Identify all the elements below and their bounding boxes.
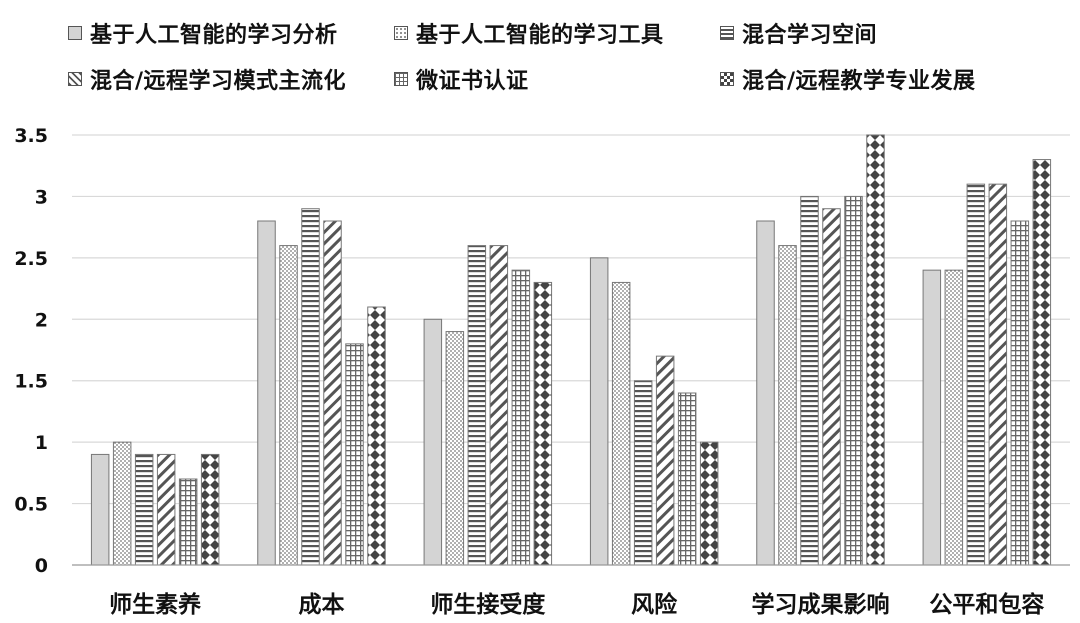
- x-tick-label: 师生接受度: [430, 591, 546, 618]
- bar: [156, 453, 176, 566]
- bar: [1032, 159, 1052, 566]
- bar: [966, 183, 986, 566]
- legend-swatch-icon: [68, 26, 82, 40]
- y-tick-label: 1.5: [14, 371, 48, 393]
- legend-item: 混合/远程教学专业发展: [720, 63, 1020, 95]
- bar: [511, 269, 531, 566]
- legend-swatch-icon: [720, 72, 734, 86]
- bar: [778, 245, 797, 566]
- y-tick-label: 1: [35, 432, 48, 454]
- legend-row-2: 混合/远程学习模式主流化 微证书认证 混合/远程教学专业发展: [68, 56, 1068, 102]
- x-tick-label: 成本: [299, 592, 345, 618]
- bar: [257, 220, 276, 566]
- bar: [112, 441, 132, 566]
- y-tick-labels: 0 0.5 1 1.5 2 2.5 3 3.5: [14, 125, 48, 577]
- bar: [301, 208, 320, 566]
- y-tick-label: 0: [35, 555, 48, 577]
- bar: [944, 269, 964, 566]
- bar: [1010, 220, 1030, 566]
- legend-swatch-icon: [68, 72, 82, 86]
- bar: [611, 281, 631, 566]
- bar: [134, 453, 154, 566]
- bar: [589, 257, 609, 566]
- bar: [756, 220, 775, 566]
- bar: [178, 478, 198, 566]
- bar: [489, 245, 509, 566]
- chart-legend: 基于人工智能的学习分析 基于人工智能的学习工具 混合学习空间 混合/远程学习模式…: [68, 10, 1068, 102]
- bar: [633, 380, 653, 566]
- bars: [90, 134, 1052, 566]
- legend-item: 混合学习空间: [720, 17, 1020, 49]
- bar: [988, 183, 1008, 566]
- legend-label: 基于人工智能的学习分析: [90, 23, 338, 48]
- legend-item: 基于人工智能的学习工具: [394, 17, 720, 49]
- legend-swatch-icon: [394, 26, 408, 40]
- bar: [866, 134, 885, 566]
- legend-swatch-icon: [394, 72, 408, 86]
- x-tick-label: 风险: [631, 591, 678, 618]
- bar: [677, 392, 697, 566]
- bar: [467, 245, 487, 566]
- x-tick-labels: 师生素养 成本 师生接受度 风险 学习成果影响 公平和包容: [109, 591, 1044, 618]
- legend-label: 混合/远程学习模式主流化: [90, 69, 347, 94]
- bar: [655, 355, 675, 566]
- bar: [922, 269, 942, 566]
- legend-label: 混合/远程教学专业发展: [742, 69, 976, 94]
- bar: [90, 453, 110, 566]
- y-tick-label: 2: [35, 309, 48, 331]
- legend-label: 混合学习空间: [742, 23, 878, 48]
- bar: [699, 441, 719, 566]
- bar: [345, 343, 364, 566]
- legend-row-1: 基于人工智能的学习分析 基于人工智能的学习工具 混合学习空间: [68, 10, 1068, 56]
- x-tick-label: 师生素养: [109, 591, 201, 618]
- bar: [445, 331, 465, 566]
- legend-item: 混合/远程学习模式主流化: [68, 63, 394, 95]
- y-tick-label: 3: [35, 186, 48, 208]
- bar: [800, 195, 819, 566]
- bar: [323, 220, 342, 566]
- y-tick-label: 3.5: [14, 125, 48, 147]
- bar: [279, 245, 298, 566]
- legend-label: 基于人工智能的学习工具: [416, 23, 664, 48]
- y-tick-label: 2.5: [14, 248, 48, 270]
- legend-item: 基于人工智能的学习分析: [68, 17, 394, 49]
- y-tick-label: 0.5: [14, 494, 48, 516]
- x-tick-label: 学习成果影响: [752, 591, 890, 618]
- bar: [822, 208, 841, 566]
- bar: [200, 453, 220, 566]
- x-tick-label: 公平和包容: [929, 591, 1044, 618]
- gridlines: [72, 134, 1070, 505]
- legend-label: 微证书认证: [416, 69, 529, 94]
- bar: [423, 318, 443, 566]
- legend-swatch-icon: [720, 26, 734, 40]
- legend-item: 微证书认证: [394, 63, 720, 95]
- bar: [844, 195, 863, 566]
- bar: [533, 281, 553, 566]
- bar: [367, 306, 386, 566]
